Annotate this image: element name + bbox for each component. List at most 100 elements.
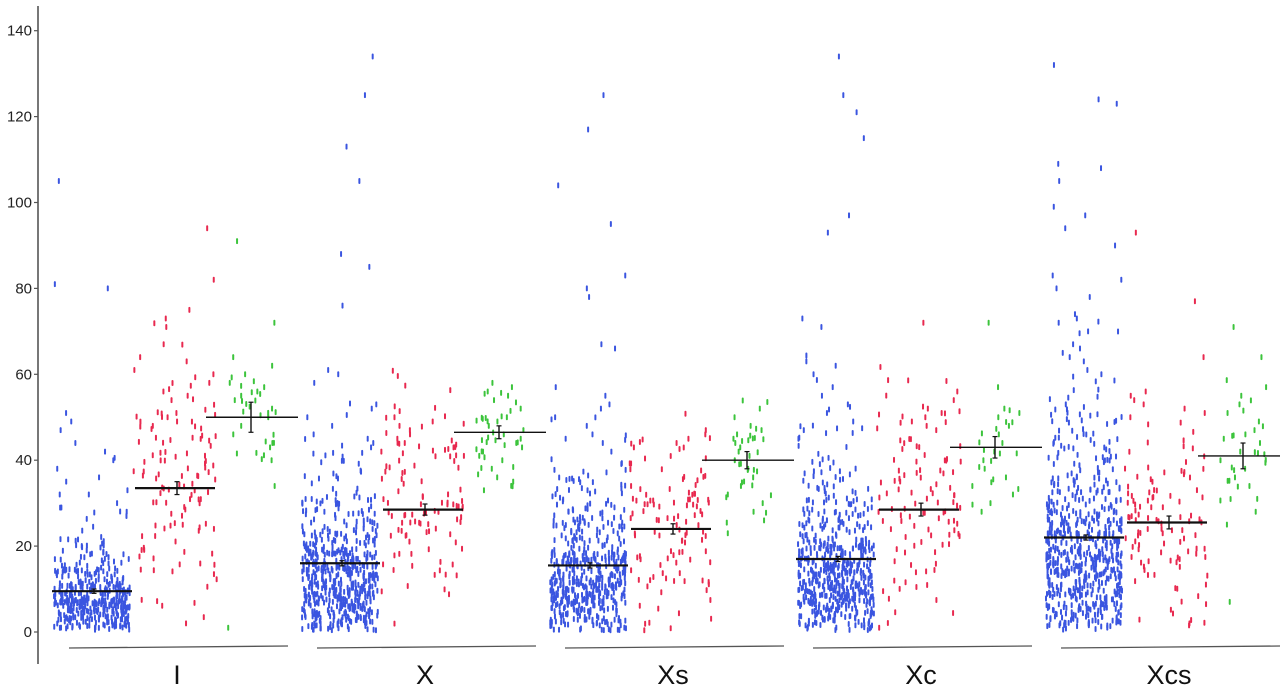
data-point — [1054, 406, 1057, 413]
data-point — [1047, 454, 1050, 461]
data-point — [923, 451, 926, 458]
data-point — [1107, 489, 1110, 496]
data-point — [180, 472, 183, 479]
data-point — [1118, 538, 1121, 545]
data-point — [919, 474, 922, 481]
data-point — [585, 556, 588, 563]
data-point — [1193, 298, 1196, 305]
data-point — [1096, 411, 1099, 418]
data-point — [1081, 599, 1084, 606]
data-point — [658, 503, 661, 510]
data-point — [1098, 475, 1101, 482]
data-point — [1184, 459, 1187, 466]
data-point — [702, 473, 705, 480]
data-point — [369, 572, 372, 579]
data-point — [804, 582, 807, 589]
data-point — [356, 485, 359, 492]
data-point — [462, 452, 465, 459]
data-point — [313, 608, 316, 615]
data-point — [864, 574, 867, 581]
data-point — [823, 508, 826, 515]
data-point — [1089, 551, 1092, 558]
data-point — [115, 617, 118, 624]
data-point — [852, 497, 855, 504]
data-point — [1118, 484, 1121, 491]
data-point — [758, 405, 761, 412]
data-point — [708, 435, 711, 442]
data-point — [317, 565, 320, 572]
data-point — [825, 496, 828, 503]
data-point — [199, 496, 202, 503]
data-point — [332, 470, 335, 477]
data-point — [90, 609, 93, 616]
data-point — [1129, 392, 1132, 399]
data-point — [619, 622, 622, 629]
data-point — [948, 531, 951, 538]
data-point — [1105, 575, 1108, 582]
data-point — [347, 590, 350, 597]
data-point — [1059, 608, 1062, 615]
data-point — [121, 591, 124, 598]
data-point — [624, 436, 627, 443]
data-point — [941, 541, 944, 548]
data-point — [797, 586, 800, 593]
data-point — [155, 475, 158, 482]
data-point — [799, 580, 802, 587]
data-point — [858, 523, 861, 530]
data-point — [864, 535, 867, 542]
data-point — [616, 626, 619, 633]
data-point — [102, 538, 105, 545]
data-point — [384, 468, 387, 475]
data-point — [612, 589, 615, 596]
group-baseline — [316, 645, 537, 649]
data-point — [79, 553, 82, 560]
data-point — [682, 444, 685, 451]
data-point — [270, 457, 273, 464]
data-point — [696, 496, 699, 503]
data-point — [103, 555, 106, 562]
data-point — [607, 519, 610, 526]
data-point — [256, 388, 259, 395]
data-point — [805, 520, 808, 527]
data-point — [827, 584, 830, 591]
data-point — [324, 568, 327, 575]
data-point — [301, 523, 304, 530]
data-point — [907, 377, 910, 384]
data-point — [583, 568, 586, 575]
data-point — [860, 574, 863, 581]
data-point — [170, 510, 173, 517]
data-point — [997, 414, 1000, 421]
data-point — [849, 562, 852, 569]
data-point — [373, 520, 376, 527]
data-point — [385, 430, 388, 437]
data-point — [1070, 565, 1073, 572]
data-point — [935, 427, 938, 434]
data-point — [739, 482, 742, 489]
data-point — [1079, 548, 1082, 555]
data-point — [837, 564, 840, 571]
data-point — [854, 615, 857, 622]
data-point — [904, 534, 907, 541]
data-point — [74, 537, 77, 544]
data-point — [1048, 547, 1051, 554]
data-point — [623, 593, 626, 600]
data-point — [190, 491, 193, 498]
data-point — [631, 495, 634, 502]
data-point — [1060, 539, 1063, 546]
data-point — [367, 590, 370, 597]
data-point — [1117, 525, 1120, 532]
data-point — [203, 452, 206, 459]
data-point — [1097, 586, 1100, 593]
data-point — [346, 613, 349, 620]
data-point — [766, 398, 769, 405]
data-point — [1091, 526, 1094, 533]
data-point — [594, 414, 597, 421]
data-point — [97, 600, 100, 607]
data-point — [1046, 590, 1049, 597]
data-point — [140, 547, 143, 554]
data-point — [1206, 572, 1209, 579]
data-point — [1077, 604, 1080, 611]
data-point — [329, 621, 332, 628]
data-point — [185, 620, 188, 627]
data-point — [1080, 561, 1083, 568]
